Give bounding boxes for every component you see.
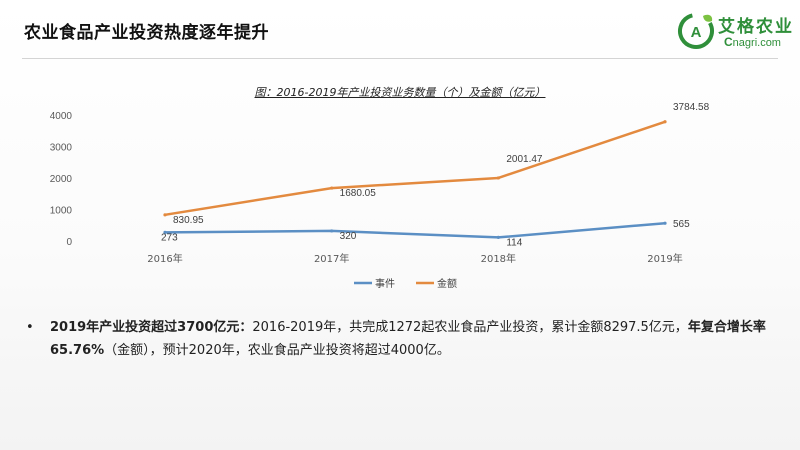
data-point bbox=[496, 176, 500, 180]
bullet-text: 2019年产业投资超过3700亿元：2016-2019年，共完成1272起农业食… bbox=[50, 316, 778, 362]
y-tick-label: 2000 bbox=[50, 174, 73, 185]
series-line-1 bbox=[163, 221, 667, 239]
bullet-body-1: 2016-2019年，共完成1272起农业食品产业投资，累计金额8297.5亿元… bbox=[252, 320, 688, 335]
data-label: 565 bbox=[673, 219, 690, 230]
logo-site-rest: nagri.com bbox=[732, 37, 781, 49]
chart-title: 图：2016-2019年产业投资业务数量（个）及金额（亿元） bbox=[254, 86, 546, 99]
bullet-growth-rate: 年复合增长率65.76% bbox=[50, 320, 766, 358]
data-label: 114 bbox=[506, 237, 522, 248]
series-line-2 bbox=[163, 120, 667, 217]
x-tick-label: 2018年 bbox=[481, 252, 516, 265]
legend-label-1: 事件 bbox=[375, 277, 395, 290]
title-divider bbox=[22, 58, 778, 59]
data-label: 273 bbox=[161, 232, 178, 243]
data-point bbox=[330, 186, 334, 190]
data-label: 3784.58 bbox=[673, 102, 710, 113]
legend-label-2: 金额 bbox=[437, 277, 457, 290]
data-label: 2001.47 bbox=[506, 154, 543, 165]
data-point bbox=[163, 213, 167, 217]
x-tick-label: 2016年 bbox=[147, 252, 182, 265]
data-label: 1680.05 bbox=[340, 188, 377, 199]
data-point bbox=[330, 229, 334, 233]
data-point bbox=[663, 120, 667, 124]
y-tick-label: 3000 bbox=[50, 143, 73, 154]
data-point bbox=[163, 230, 167, 235]
logo-site: Cnagri.com bbox=[724, 35, 781, 49]
y-tick-label: 0 bbox=[66, 237, 72, 248]
data-point bbox=[496, 235, 500, 240]
logo-name: 艾格农业 bbox=[718, 17, 794, 37]
bullet-body-2: （金额），预计2020年，农业食品产业投资将超过4000亿。 bbox=[104, 343, 450, 358]
y-tick-label: 4000 bbox=[50, 111, 73, 122]
logo-mark-letter: A bbox=[691, 24, 702, 41]
page-title: 农业食品产业投资热度逐年提升 bbox=[24, 23, 269, 43]
brand-logo: A 艾格农业 Cnagri.com bbox=[676, 8, 792, 54]
data-label: 830.95 bbox=[173, 215, 204, 226]
data-label: 320 bbox=[340, 231, 357, 242]
x-tick-label: 2019年 bbox=[647, 252, 682, 265]
data-point bbox=[663, 221, 667, 225]
y-tick-label: 1000 bbox=[50, 206, 73, 217]
logo-icon: A bbox=[678, 13, 714, 49]
bullet-lead: 2019年产业投资超过3700亿元： bbox=[50, 320, 253, 335]
x-tick-label: 2017年 bbox=[314, 252, 349, 265]
logo-site-first: C bbox=[724, 35, 733, 49]
bullet-dot-icon: • bbox=[26, 320, 34, 335]
